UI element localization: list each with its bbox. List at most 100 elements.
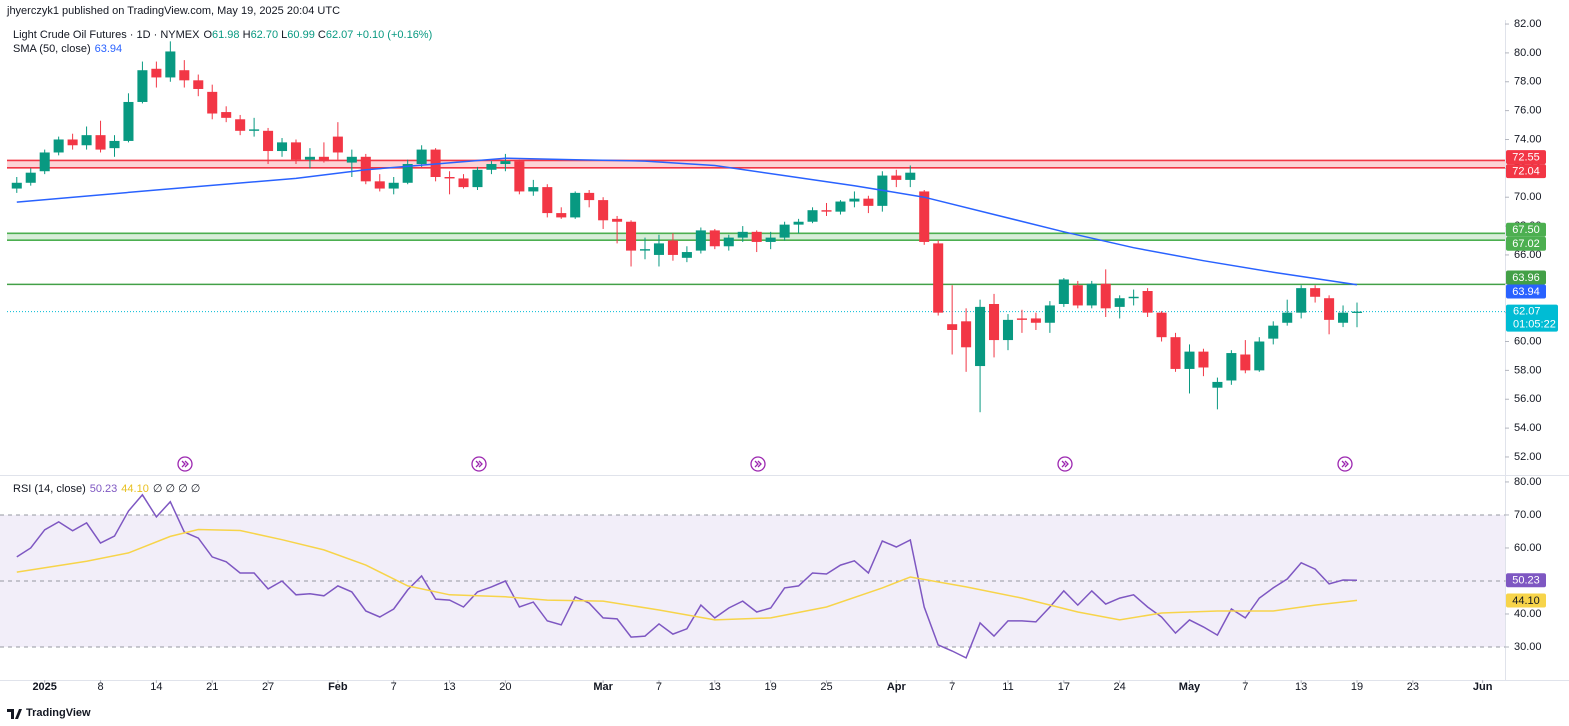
candle-body (123, 101, 134, 141)
candle-body (53, 139, 64, 153)
candle-body (486, 164, 497, 170)
candle-body (961, 321, 972, 348)
candle-body (81, 135, 92, 146)
x-tick-label: 21 (206, 681, 218, 693)
price-badge-label: 72.04 (1512, 165, 1540, 177)
candle-body (277, 142, 288, 152)
x-tick-label: 13 (1295, 681, 1307, 693)
x-tick-label: 23 (1407, 681, 1419, 693)
candle-body (793, 221, 804, 225)
candle-body (1268, 325, 1279, 339)
candle-body (542, 187, 553, 214)
candle-body (1044, 305, 1055, 323)
candle-body (905, 172, 916, 180)
x-tick-label: 7 (656, 681, 662, 693)
candle-body (1212, 381, 1223, 388)
x-tick-label: 13 (443, 681, 455, 693)
rsi-badge-label: 50.23 (1512, 575, 1540, 587)
price-badge-label: 63.94 (1512, 286, 1540, 298)
x-tick-label: 25 (820, 681, 832, 693)
candle-body (584, 192, 595, 201)
x-tick-label: Apr (887, 681, 907, 693)
ohlc-value: 61.98 (212, 29, 240, 41)
candle-body (318, 156, 329, 162)
candle-body (11, 182, 22, 189)
candle-body (1100, 283, 1111, 309)
price-badge (1506, 236, 1546, 251)
candle-body (458, 178, 469, 188)
candle-body (346, 156, 357, 163)
ohlc-key: C (317, 29, 326, 41)
candle-body (709, 230, 720, 247)
candle-body (388, 182, 399, 189)
candle-body (179, 70, 190, 81)
event-icon[interactable] (1057, 456, 1073, 472)
candle-body (151, 68, 162, 78)
footer-brand: TradingView (26, 707, 91, 719)
candle-body (221, 112, 232, 118)
publisher: jhyerczyk1 published on TradingView.com,… (7, 5, 341, 17)
sma-legend: SMA (50, close) 63.94 (13, 43, 122, 55)
ohlc-value: +0.10 (+0.16%) (356, 29, 433, 41)
candle-body (933, 243, 944, 313)
candle-body (751, 231, 762, 242)
candle-body (1198, 351, 1209, 368)
price-badge (1506, 164, 1546, 179)
y-tick-label: 66.00 (1514, 249, 1542, 261)
candle-body (849, 198, 860, 202)
y-tick-label: 60.00 (1514, 542, 1542, 554)
price-badge (1506, 270, 1546, 285)
candle-body (598, 200, 609, 221)
logo (7, 709, 22, 719)
event-arrow (754, 460, 762, 468)
candle-body (667, 240, 678, 255)
candle-body (472, 169, 483, 188)
candle-body (570, 192, 581, 218)
ohlc-value: 62.70 (250, 29, 279, 41)
x-tick-label: 19 (765, 681, 777, 693)
candle-body (1030, 318, 1041, 323)
price-badge (1506, 150, 1546, 165)
candle-body (95, 135, 106, 150)
x-tick-label: 20 (499, 681, 511, 693)
candle-body (1058, 279, 1069, 304)
event-icon[interactable] (471, 456, 487, 472)
event-icon[interactable] (1337, 456, 1353, 472)
last-price-label: 62.07 (1513, 306, 1541, 318)
candle-body (807, 210, 818, 222)
candle-body (514, 161, 525, 192)
ohlc-key: H (242, 29, 251, 41)
event-markers (177, 456, 1353, 472)
y-tick-label: 76.00 (1514, 105, 1542, 117)
candle-body (332, 136, 343, 153)
event-arrow (181, 460, 189, 468)
candle-body (695, 230, 706, 251)
candle-body (1086, 283, 1097, 306)
y-tick-label: 70.00 (1514, 191, 1542, 203)
event-icon[interactable] (177, 456, 193, 472)
candle-body (835, 201, 846, 212)
ohlc-key: O (203, 29, 213, 41)
candle-body (528, 187, 539, 192)
candle-body (1351, 311, 1363, 313)
candle-body (416, 149, 427, 165)
y-tick-label: 74.00 (1514, 133, 1542, 145)
candle-body (290, 142, 302, 160)
candle-body (1296, 288, 1307, 313)
y-tick-label: 30.00 (1514, 641, 1542, 653)
price-badge-label: 67.50 (1512, 224, 1540, 236)
price-badge (1506, 222, 1546, 237)
candle-body (723, 237, 734, 247)
candle-body (1184, 351, 1195, 369)
event-icon[interactable] (750, 456, 766, 472)
y-tick-label: 56.00 (1514, 393, 1542, 405)
candle-body (1324, 298, 1335, 320)
candle-body (193, 80, 204, 89)
x-tick-label: 17 (1058, 681, 1070, 693)
rsi-legend: RSI (14, close) 50.23 44.10 ∅ ∅ ∅ ∅ (13, 482, 200, 496)
rsi-line (16, 493, 1358, 659)
candle-body (779, 224, 790, 238)
candle-body (374, 181, 385, 189)
candle-body (1016, 318, 1027, 320)
